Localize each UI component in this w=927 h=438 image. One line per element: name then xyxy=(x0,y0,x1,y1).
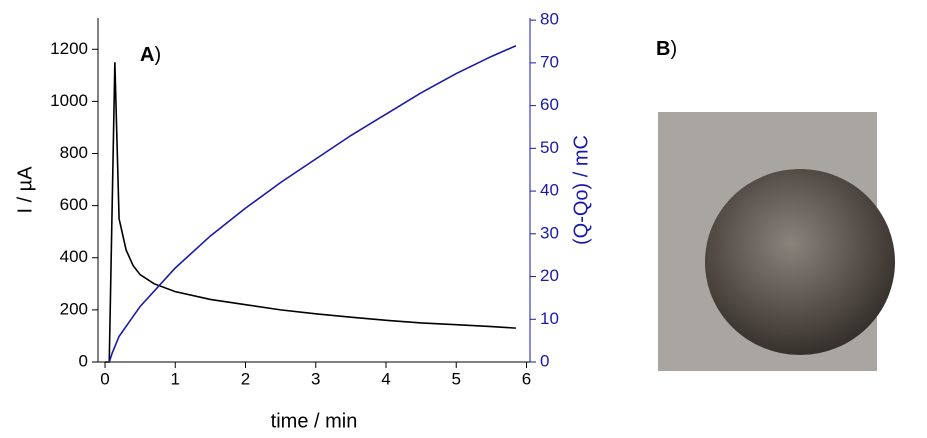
x-tick-label: 6 xyxy=(522,369,531,388)
y-tick-label: 400 xyxy=(60,247,88,266)
panel-label: A) xyxy=(140,44,161,66)
y-tick-label: 200 xyxy=(60,299,88,318)
photo xyxy=(658,112,895,371)
x-tick-label: 2 xyxy=(241,369,250,388)
data-line xyxy=(108,45,517,363)
y2-tick-label: 60 xyxy=(540,95,559,114)
y-tick-label: 600 xyxy=(60,195,88,214)
panel-letter: B xyxy=(656,38,670,60)
panel-paren: ) xyxy=(154,44,161,66)
panel-letter: A xyxy=(140,44,154,66)
x-tick-label: 5 xyxy=(452,369,461,388)
y-tick-label: 800 xyxy=(60,143,88,162)
y-axis-label: I / µA xyxy=(14,166,36,214)
data-line xyxy=(105,62,517,363)
y2-tick-label: 40 xyxy=(540,181,559,200)
y2-tick-label: 20 xyxy=(540,266,559,285)
y2-tick-label: 10 xyxy=(540,309,559,328)
y2-tick-label: 80 xyxy=(540,10,559,29)
photo-disk xyxy=(705,169,895,355)
x-tick-label: 0 xyxy=(100,369,109,388)
x-tick-label: 1 xyxy=(171,369,180,388)
y-tick-label: 1200 xyxy=(50,39,88,58)
y2-axis-label: (Q-Qo) / mC xyxy=(570,135,592,245)
y2-tick-label: 50 xyxy=(540,138,559,157)
x-axis-label: time / min xyxy=(271,410,358,432)
panel-label: B) xyxy=(656,38,677,60)
y-tick-label: 0 xyxy=(79,351,88,370)
x-tick-label: 4 xyxy=(381,369,390,388)
y2-tick-label: 30 xyxy=(540,223,559,242)
panel-paren: ) xyxy=(670,38,677,60)
y-tick-label: 1000 xyxy=(50,91,88,110)
y2-tick-label: 70 xyxy=(540,52,559,71)
x-tick-label: 3 xyxy=(311,369,320,388)
y2-tick-label: 0 xyxy=(540,351,549,370)
